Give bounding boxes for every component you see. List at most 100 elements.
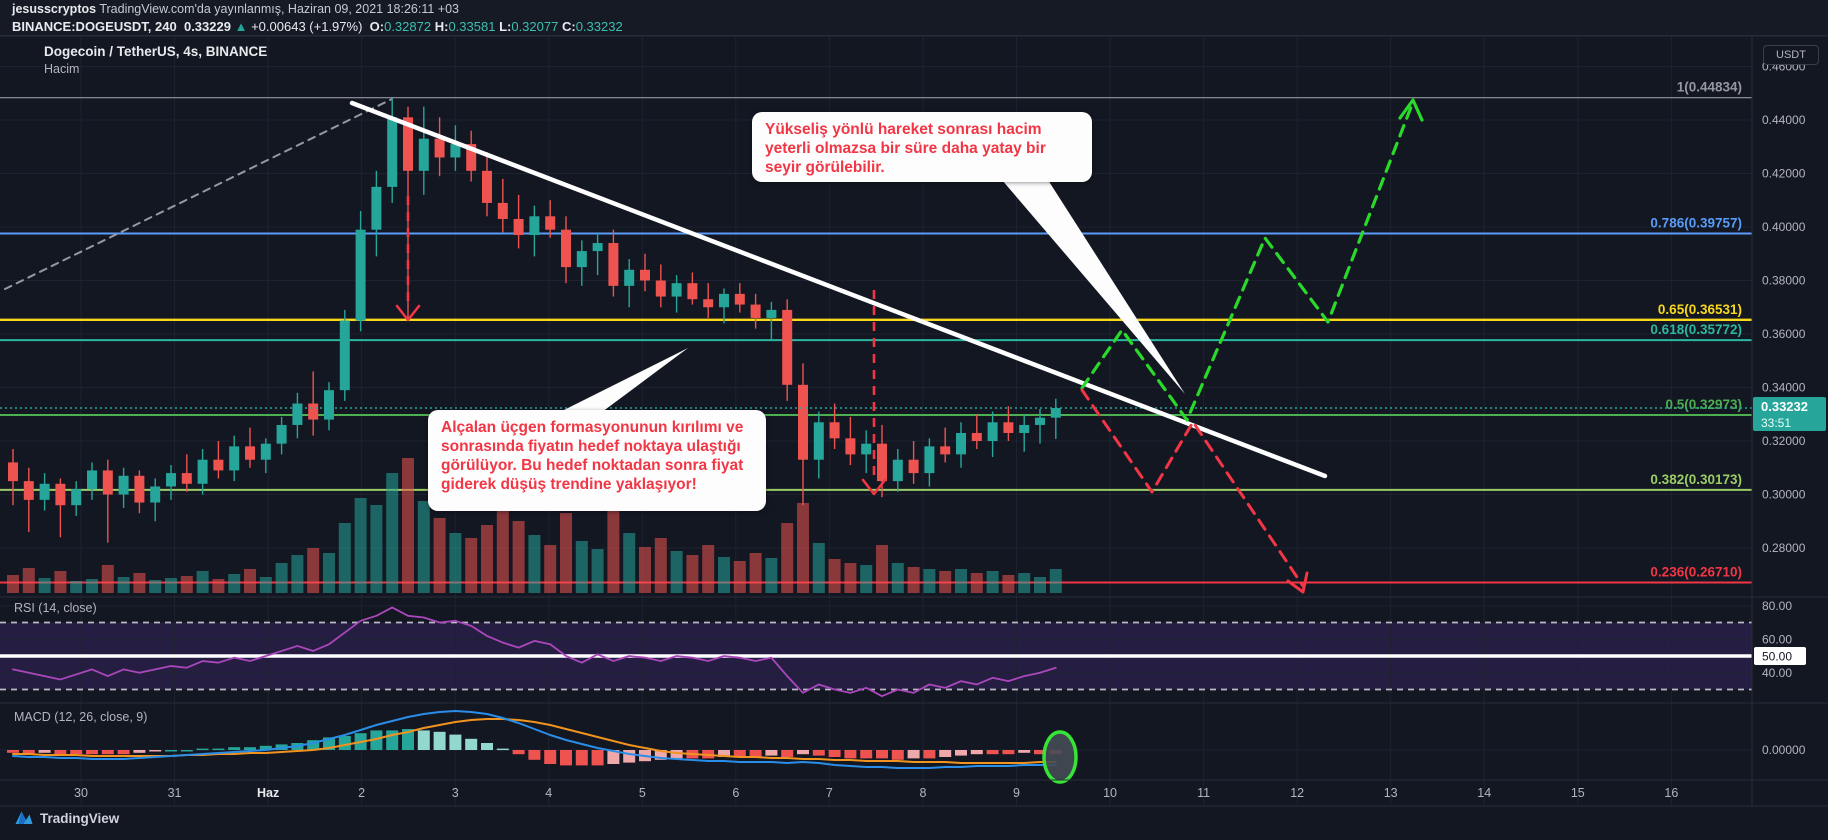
price-axis-label[interactable]: 0.32000: [1762, 434, 1806, 448]
price-axis-label[interactable]: 0.38000: [1762, 274, 1806, 288]
price-axis-label[interactable]: 0.44000: [1762, 113, 1806, 127]
candle-body: [466, 144, 477, 171]
macd-highlight-circle[interactable]: [1042, 730, 1078, 784]
candle-body: [150, 486, 161, 503]
volume-bar: [101, 565, 114, 593]
candle-body: [355, 229, 366, 321]
time-axis-label[interactable]: 2: [358, 786, 365, 800]
rsi-axis-label[interactable]: 80.00: [1762, 599, 1792, 613]
volume-bar: [1002, 575, 1015, 593]
time-axis-label[interactable]: 14: [1477, 786, 1491, 800]
time-axis-label[interactable]: 13: [1384, 786, 1398, 800]
volume-bar: [228, 574, 241, 593]
volume-bar: [54, 571, 67, 593]
time-axis-label[interactable]: 4: [545, 786, 552, 800]
volume-bar: [244, 569, 256, 593]
volume-bar: [702, 545, 715, 593]
macd-indicator-label[interactable]: MACD (12, 26, close, 9): [14, 710, 148, 724]
candle-body: [655, 280, 666, 297]
volume-bar: [70, 581, 83, 593]
chart-legend[interactable]: Dogecoin / TetherUS, 4s, BINANCE Hacim: [44, 44, 267, 76]
symbol-description[interactable]: Dogecoin / TetherUS, 4s, BINANCE: [44, 44, 268, 59]
time-axis-label[interactable]: 6: [732, 786, 739, 800]
time-axis-label[interactable]: 5: [639, 786, 646, 800]
candle-body: [39, 483, 50, 500]
volume-bar: [338, 523, 351, 593]
tradingview-brand[interactable]: TradingView: [14, 809, 119, 827]
publisher-name: jesusscryptos: [12, 2, 97, 16]
time-axis-label[interactable]: Haz: [257, 786, 279, 800]
candle-body: [245, 446, 255, 460]
fib-label: 1(0.44834): [1677, 80, 1742, 95]
measure-arrow-head: [395, 304, 421, 322]
macd-histogram-bar: [86, 750, 98, 755]
macd-histogram-bar: [718, 750, 730, 757]
rsi-axis-label[interactable]: 60.00: [1762, 632, 1792, 646]
candle-body: [861, 443, 872, 455]
time-axis-label[interactable]: 3: [452, 786, 459, 800]
symbol-info-bar: BINANCE:DOGEUSDT, 240 0.33229 ▲ +0.00643…: [0, 18, 1828, 36]
macd-histogram-bar: [149, 750, 162, 752]
time-axis-label[interactable]: 9: [1013, 786, 1020, 800]
macd-histogram-bar: [544, 750, 557, 764]
macd-histogram-bar: [812, 750, 825, 756]
volume-bar: [923, 569, 936, 593]
time-axis-label[interactable]: 30: [74, 786, 88, 800]
price-axis-label[interactable]: 0.28000: [1762, 541, 1806, 555]
macd-histogram-bar: [844, 750, 857, 759]
time-axis-label[interactable]: 16: [1664, 786, 1678, 800]
price-axis-label[interactable]: 0.30000: [1762, 488, 1806, 502]
candle-body: [1003, 422, 1014, 433]
macd-histogram-bar: [781, 750, 794, 757]
time-axis-label[interactable]: 15: [1571, 786, 1585, 800]
bullish-projection-arrowhead: [1398, 98, 1424, 122]
annotation-callout-bottom[interactable]: Alçalan üçgen formasyonunun kırılımı ve …: [428, 410, 766, 511]
candle-body: [640, 269, 650, 281]
last-price: 0.33229: [183, 19, 231, 34]
price-change: +0.00643 (+1.97%): [251, 19, 363, 34]
time-axis-label[interactable]: 7: [826, 786, 833, 800]
currency-toggle-button[interactable]: USDT: [1763, 45, 1819, 65]
volume-bar: [1049, 569, 1062, 593]
volume-bar: [496, 503, 509, 593]
macd-histogram-bar: [338, 736, 351, 750]
callout-top-tail: [1002, 180, 1185, 394]
volume-bar: [86, 579, 98, 593]
rsi-axis-label[interactable]: 40.00: [1762, 666, 1792, 680]
price-axis-label[interactable]: 0.34000: [1762, 381, 1806, 395]
macd-histogram-bar: [1034, 750, 1046, 755]
volume-bar: [196, 571, 209, 593]
time-axis-label[interactable]: 12: [1290, 786, 1304, 800]
macd-histogram-bar: [939, 750, 952, 757]
candle-body: [260, 443, 271, 460]
volume-bar: [575, 541, 588, 593]
rsi-indicator-label[interactable]: RSI (14, close): [14, 601, 97, 615]
price-axis-label[interactable]: 0.42000: [1762, 167, 1806, 181]
candle-body: [87, 470, 97, 490]
volume-bar: [212, 579, 225, 593]
price-axis-label[interactable]: 0.36000: [1762, 327, 1806, 341]
macd-histogram-bar: [607, 750, 620, 764]
symbol-name[interactable]: BINANCE:DOGEUSDT,: [12, 19, 152, 34]
volume-bar: [481, 525, 493, 593]
time-axis-label[interactable]: 8: [919, 786, 926, 800]
annotation-callout-top[interactable]: Yükseliş yönlü hareket sonrası hacim yet…: [752, 112, 1092, 182]
time-axis-label[interactable]: 31: [168, 786, 182, 800]
rsi-line: [12, 606, 1057, 698]
volume-indicator-label[interactable]: Hacim: [44, 62, 80, 76]
volume-bar: [828, 559, 841, 593]
macd-axis-label[interactable]: 0.00000: [1762, 743, 1806, 757]
candle-body: [418, 138, 429, 171]
interval-value[interactable]: 240: [155, 19, 177, 34]
macd-histogram-bar: [907, 750, 920, 759]
volume-bar: [623, 533, 636, 593]
high-label: H:: [434, 19, 449, 34]
time-axis-label[interactable]: 10: [1103, 786, 1117, 800]
price-axis-label[interactable]: 0.40000: [1762, 220, 1806, 234]
candle-body: [924, 446, 935, 474]
volume-bar: [765, 558, 778, 593]
candle-body: [940, 446, 951, 455]
time-axis-label[interactable]: 11: [1197, 786, 1210, 800]
fib-label: 0.382(0.30173): [1650, 472, 1742, 487]
